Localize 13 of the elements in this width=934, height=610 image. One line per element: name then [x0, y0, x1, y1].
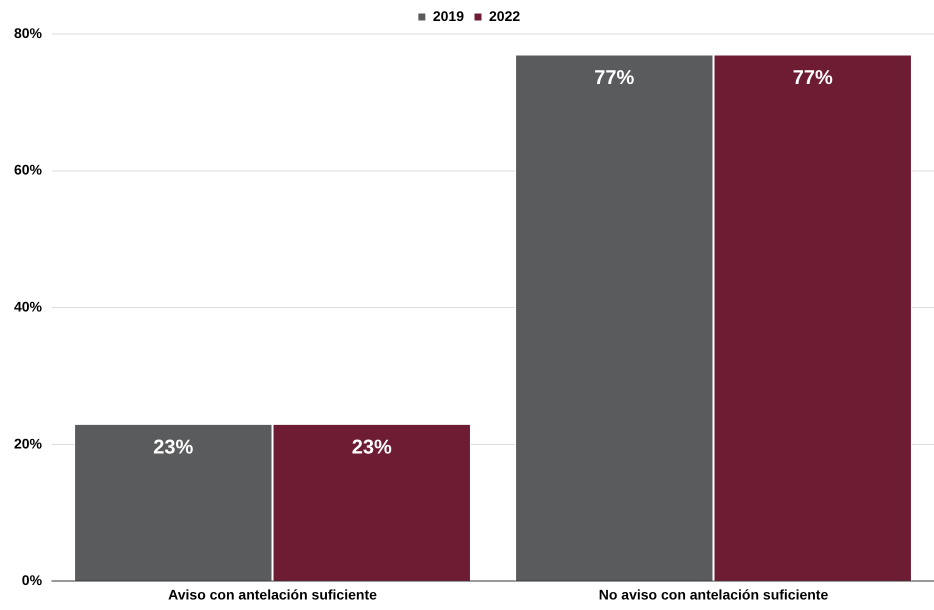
x-tick-label: Aviso con antelación suficiente — [168, 586, 378, 602]
y-tick-label: 0% — [22, 572, 43, 588]
legend-label: 2022 — [489, 8, 520, 24]
data-label: 77% — [594, 67, 635, 90]
data-label: 23% — [153, 436, 194, 458]
y-tick-label: 40% — [14, 298, 43, 314]
y-tick-label: 80% — [14, 24, 43, 41]
legend-label: 2019 — [432, 8, 464, 24]
y-tick-label: 20% — [14, 435, 43, 452]
data-label: 77% — [792, 67, 833, 90]
x-tick-label: No aviso con antelación suficiente — [598, 586, 828, 602]
data-label: 23% — [352, 436, 392, 458]
y-tick-label: 60% — [14, 162, 43, 178]
